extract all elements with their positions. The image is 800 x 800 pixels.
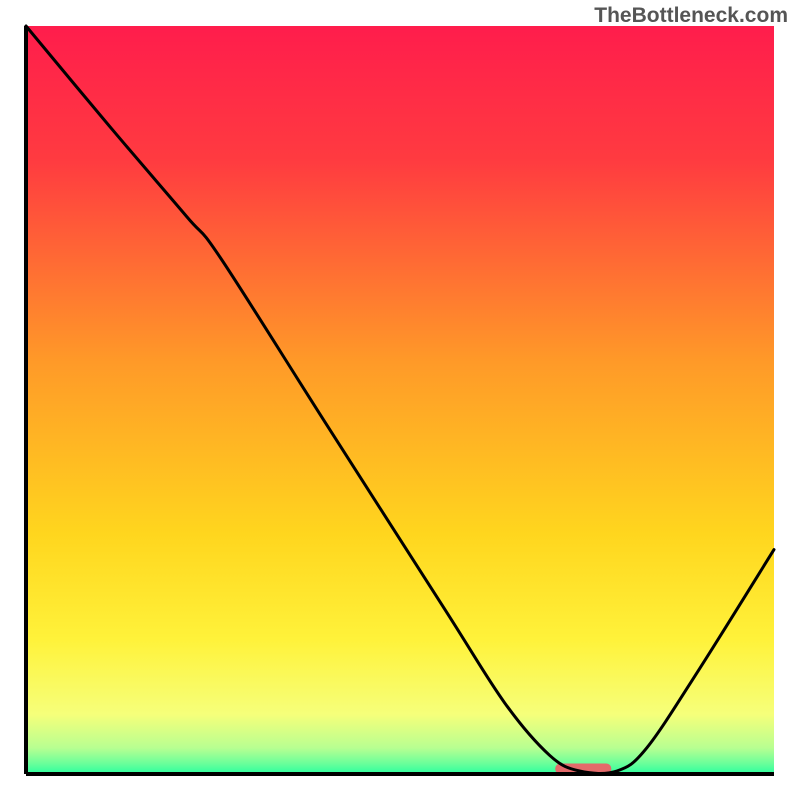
chart-container: TheBottleneck.com [0,0,800,800]
chart-svg [0,0,800,800]
plot-background [26,26,774,774]
